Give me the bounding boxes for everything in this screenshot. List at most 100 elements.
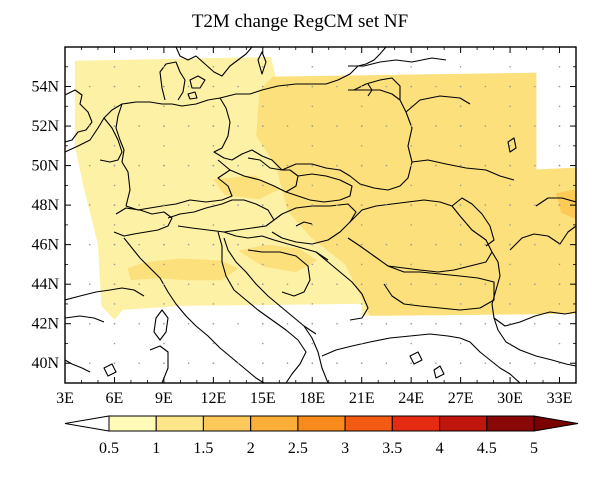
y-tick-label: 44N	[31, 276, 59, 293]
colorbar-label: 1	[152, 440, 160, 457]
grid-dot	[212, 145, 215, 147]
colorbar-label: 0.5	[99, 440, 119, 457]
grid-dot	[286, 85, 289, 88]
bulgaria-border	[383, 265, 495, 311]
grid-dot	[558, 204, 561, 206]
grid-dot	[410, 85, 413, 88]
colorbar-label: 3	[341, 440, 349, 457]
germany-south-border	[125, 169, 233, 211]
grid-dot	[113, 145, 116, 147]
grid-dot	[187, 322, 190, 325]
ukraine-border	[411, 159, 515, 181]
grid-dot	[435, 362, 437, 365]
grid-dot	[187, 164, 190, 167]
grid-dot	[385, 164, 388, 167]
grid-dot	[311, 105, 314, 108]
x-tick-label: 6E	[106, 390, 124, 407]
grid-dot	[311, 342, 314, 345]
x-tick-label: 24E	[398, 390, 424, 407]
grid-dot	[237, 362, 239, 365]
grid-dot	[237, 164, 239, 167]
grid-dot	[286, 204, 289, 206]
azov-coast	[535, 197, 576, 207]
grid-dot	[113, 204, 116, 206]
grid-dot	[262, 105, 264, 108]
grid-dot	[509, 342, 511, 345]
colorbar-under-triangle	[64, 415, 110, 432]
grid-dot	[237, 204, 239, 206]
grid-dot	[558, 243, 561, 246]
grid-dot	[558, 184, 561, 187]
grid-dot	[163, 224, 165, 226]
grid-dot	[534, 283, 536, 286]
grid-dot	[163, 184, 165, 187]
grid-dot	[212, 66, 215, 68]
grid-dot	[534, 125, 536, 127]
grid-dot	[360, 66, 363, 68]
denmark-coast	[159, 61, 186, 101]
grid-dot	[360, 243, 363, 246]
grid-dot	[360, 283, 363, 286]
colorbar-over-triangle	[533, 415, 579, 432]
grid-dot	[212, 342, 215, 345]
grid-dot	[113, 243, 116, 246]
grid-dot	[410, 164, 413, 167]
grid-dot	[212, 184, 215, 187]
grid-dot	[360, 105, 363, 108]
moldova-border	[451, 197, 495, 247]
grid-dot	[459, 145, 462, 147]
grid-dot	[410, 204, 413, 206]
grid-dot	[187, 125, 190, 127]
grid-dot	[509, 85, 511, 88]
grid-dot	[534, 243, 536, 246]
x-tick-label: 30E	[497, 390, 523, 407]
grid-dot	[262, 204, 264, 206]
grid-dot	[484, 322, 487, 325]
lake-1	[507, 137, 517, 153]
grid-dot	[509, 105, 511, 108]
grid-dot	[509, 263, 511, 266]
grid-dot	[534, 164, 536, 167]
grid-dot	[113, 85, 116, 88]
colorbar-box	[439, 415, 488, 432]
temperature-field	[74, 56, 576, 320]
grid-dot	[558, 283, 561, 286]
grid-dot	[163, 303, 165, 305]
grid-dot	[212, 125, 215, 127]
map-frame	[64, 46, 577, 384]
grid-dot	[410, 145, 413, 147]
grid-dot	[311, 283, 314, 286]
grid-dot	[212, 283, 215, 286]
grid-dot	[113, 125, 116, 127]
grid-dot	[484, 283, 487, 286]
grid-dot	[509, 66, 511, 68]
grid-dot	[163, 85, 165, 88]
grid-dot	[459, 105, 462, 108]
grid-dot	[187, 362, 190, 365]
grid-dot	[336, 204, 338, 206]
grid-dot	[459, 362, 462, 365]
grid-dot	[336, 85, 338, 88]
grid-dot	[262, 145, 264, 147]
grid-dot	[311, 85, 314, 88]
colorbar-label: 5	[530, 440, 538, 457]
grid-dot	[163, 263, 165, 266]
coastlines-and-borders	[65, 47, 576, 383]
colorbar-box	[108, 415, 157, 432]
grid-dot	[509, 224, 511, 226]
grid-dot	[138, 125, 140, 127]
grid-dot	[509, 125, 511, 127]
grid-dot	[113, 322, 116, 325]
grid-dot	[262, 85, 264, 88]
grid-dot	[435, 204, 437, 206]
x-tick-label: 21E	[349, 390, 375, 407]
grid-dot	[237, 243, 239, 246]
benelux-border	[99, 117, 123, 163]
field-region-east	[256, 72, 576, 316]
colorbar-box	[202, 415, 252, 432]
grid-dot	[410, 125, 413, 127]
map-axes: 3E 6E 9E 12E 15E 18E 21E 24E 27E 30E 33E 40N 42N 44N 4…	[31, 47, 576, 407]
x-tick-label: 15E	[250, 390, 276, 407]
grid-dot	[360, 322, 363, 325]
